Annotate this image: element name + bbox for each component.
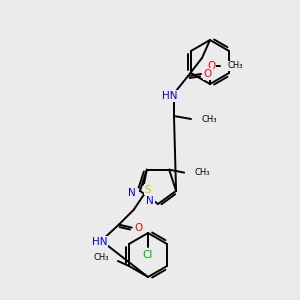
Text: N: N <box>146 196 154 206</box>
Text: N: N <box>128 188 136 198</box>
Text: CH₃: CH₃ <box>194 168 210 177</box>
Text: Cl: Cl <box>143 250 153 260</box>
Text: O: O <box>207 61 215 71</box>
Text: CH₃: CH₃ <box>228 61 244 70</box>
Text: CH₃: CH₃ <box>93 253 109 262</box>
Text: O: O <box>204 69 212 79</box>
Text: CH₃: CH₃ <box>201 115 217 124</box>
Text: S: S <box>145 184 151 195</box>
Text: HN: HN <box>162 91 178 101</box>
Text: O: O <box>135 223 143 232</box>
Text: HN: HN <box>92 237 108 247</box>
